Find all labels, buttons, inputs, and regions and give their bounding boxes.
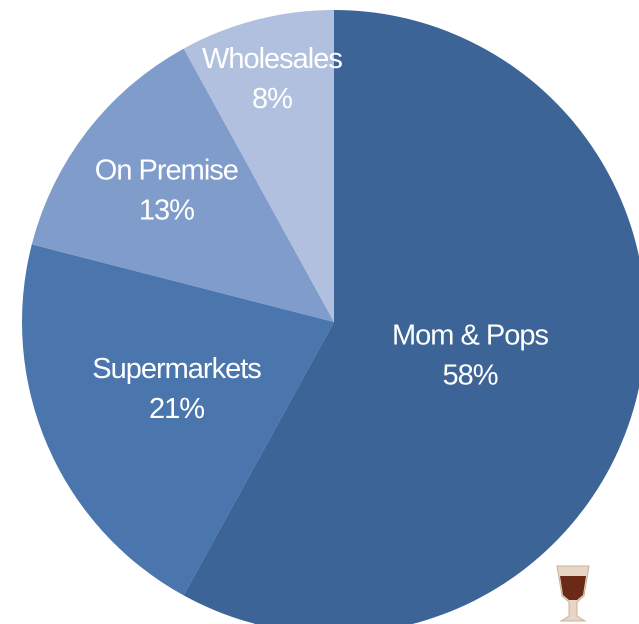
pie-slice (31, 48, 334, 322)
pie-slice (183, 10, 334, 322)
pie-slice (22, 244, 334, 596)
slice-label: Supermarkets (92, 353, 261, 385)
slice-label: Mom & Pops (392, 320, 548, 352)
pie-slice (183, 10, 639, 624)
value-label: 58% (442, 360, 497, 392)
value-label: 21% (149, 393, 204, 425)
labels: Mom & Pops 58% Supermarkets 21% On Premise 13… (92, 43, 549, 425)
value-label: 13% (139, 195, 194, 227)
glass-icon (556, 565, 590, 622)
slice-label: Wholesales (202, 43, 342, 75)
drink (560, 576, 586, 600)
slices (22, 10, 639, 624)
slice-label: On Premise (95, 155, 238, 187)
value-label: 8% (252, 83, 292, 115)
